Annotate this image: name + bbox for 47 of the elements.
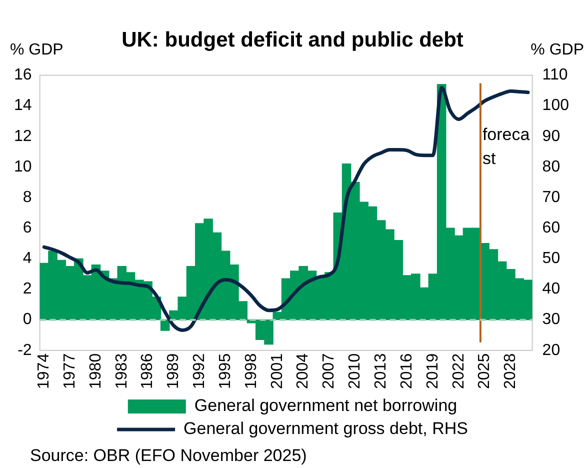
source-note: Source: OBR (EFO November 2025) xyxy=(30,446,307,466)
line-series xyxy=(42,86,530,332)
x-tick-label: 1995 xyxy=(216,353,234,389)
x-tick-label: 1998 xyxy=(242,353,260,389)
x-tick-label: 2004 xyxy=(294,353,312,389)
y2-tick-label: 40 xyxy=(542,280,560,298)
y2-tick-label: 50 xyxy=(542,250,560,268)
x-tick-label: 2025 xyxy=(476,353,494,389)
x-tick-label: 1989 xyxy=(165,353,182,389)
y2-tick-label: 60 xyxy=(542,220,560,236)
legend-label: General government net borrowing xyxy=(194,396,458,416)
y2-tick-label: 20 xyxy=(542,342,560,359)
chart-title: UK: budget deficit and public debt xyxy=(122,28,464,52)
x-tick-label: 1977 xyxy=(61,353,78,389)
y-tick-label: 8 xyxy=(22,188,32,206)
y2-tick-label: 30 xyxy=(542,311,560,328)
legend-label: General government gross debt, RHS xyxy=(184,419,468,438)
x-tick-label: 2013 xyxy=(372,353,390,389)
y2-axis-title: % GDP xyxy=(530,41,584,58)
y-tick-label: 10 xyxy=(14,158,32,176)
y-tick-label: 0 xyxy=(22,311,32,328)
x-tick-label: 2016 xyxy=(398,353,416,389)
x-tick-label: 1980 xyxy=(87,353,104,389)
y2-tick-label: 70 xyxy=(542,188,560,206)
y-tick-label: 2 xyxy=(22,280,32,298)
x-tick-label: 2028 xyxy=(502,353,520,389)
y-tick-label: -2 xyxy=(18,342,32,359)
ref-line-label: forecast xyxy=(482,124,530,168)
y-tick-label: 16 xyxy=(14,66,32,84)
y-tick-label: 4 xyxy=(22,250,32,268)
y2-tick-label: 90 xyxy=(542,128,560,145)
y-axis-title: % GDP xyxy=(10,41,64,58)
y2-tick-label: 80 xyxy=(542,158,560,176)
x-tick-label: 2019 xyxy=(424,353,442,389)
y-tick-label: 14 xyxy=(14,97,32,114)
x-tick-label: 1986 xyxy=(139,353,156,389)
x-tick-label: 2010 xyxy=(346,353,364,389)
x-tick-label: 2022 xyxy=(450,353,468,389)
x-tick-label: 2007 xyxy=(320,353,338,389)
x-tick-label: 2001 xyxy=(268,353,286,389)
y2-tick-label: 100 xyxy=(542,97,570,114)
x-tick-label: 1983 xyxy=(113,353,130,389)
x-tick-label: 1992 xyxy=(191,353,208,389)
y2-tick-label: 110 xyxy=(542,66,568,84)
y-tick-label: 12 xyxy=(14,128,32,145)
x-tick-label: 1974 xyxy=(36,353,53,389)
y-tick-label: 6 xyxy=(22,220,32,236)
